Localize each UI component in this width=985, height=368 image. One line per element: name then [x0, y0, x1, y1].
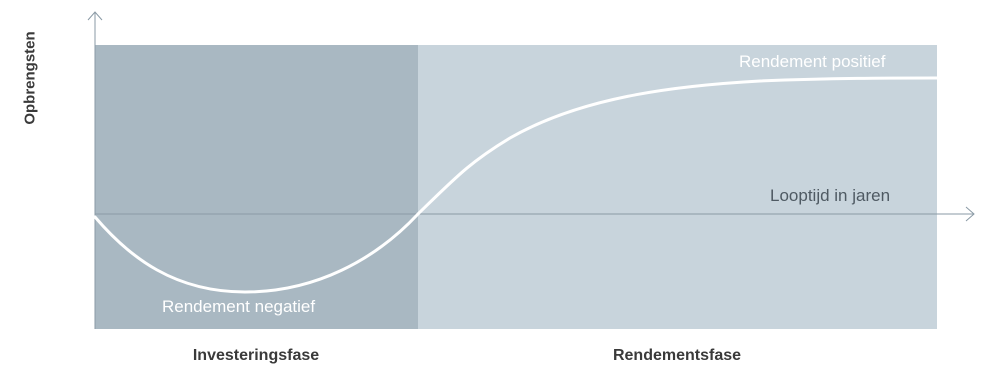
- y-axis-arrow-icon: [87, 11, 103, 21]
- investment-phase-area: [95, 45, 418, 329]
- return-curve: [93, 76, 939, 294]
- investment-phase-label: Investeringsfase: [192, 347, 320, 364]
- negative-return-label: Rendement negatief: [162, 297, 316, 316]
- return-phase-area: [418, 45, 937, 329]
- return-phase-label: Rendementsfase: [612, 347, 742, 364]
- x-axis-arrow-icon: [965, 206, 975, 222]
- x-axis-label: Looptijd in jaren: [770, 186, 891, 205]
- y-axis-label: Opbrengsten: [21, 31, 39, 125]
- positive-return-label: Rendement positief: [739, 52, 886, 71]
